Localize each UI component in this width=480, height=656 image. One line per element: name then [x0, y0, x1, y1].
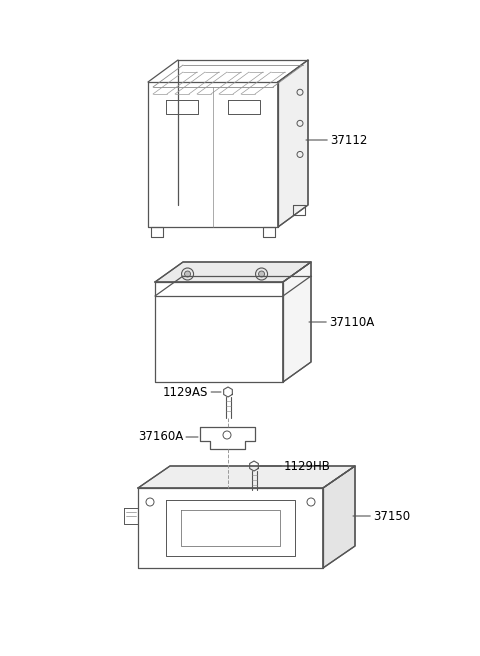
Circle shape: [259, 271, 264, 277]
Polygon shape: [155, 262, 311, 282]
Circle shape: [184, 271, 191, 277]
Polygon shape: [138, 466, 355, 488]
Text: 37112: 37112: [306, 134, 367, 146]
Polygon shape: [323, 466, 355, 568]
Text: 37150: 37150: [353, 510, 410, 522]
Polygon shape: [283, 262, 311, 382]
Polygon shape: [278, 60, 308, 227]
Circle shape: [181, 268, 193, 280]
Text: 37110A: 37110A: [309, 316, 374, 329]
Circle shape: [255, 268, 267, 280]
Text: 1129AS: 1129AS: [163, 386, 221, 398]
Text: 1129HB: 1129HB: [260, 459, 331, 472]
Text: 37160A: 37160A: [138, 430, 198, 443]
